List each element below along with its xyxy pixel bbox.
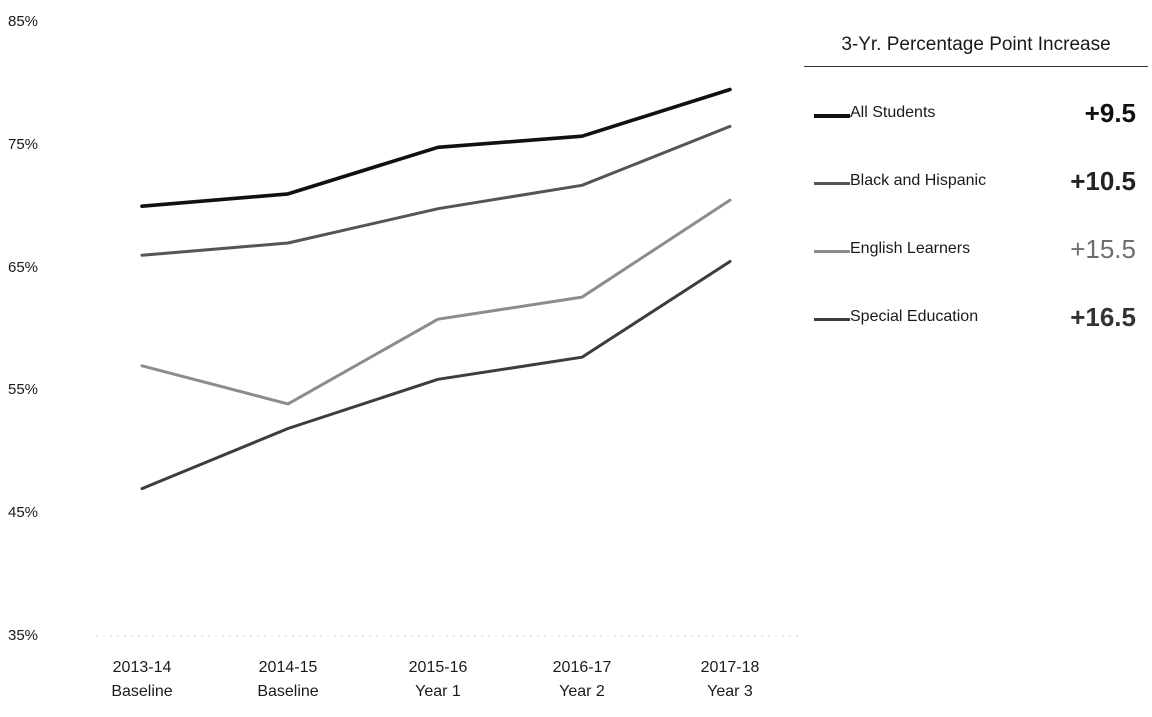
x-tick-label: 2013-14 Baseline <box>82 656 202 704</box>
series-line-black-and-hispanic <box>140 124 732 257</box>
x-tick-label-line: Baseline <box>257 683 319 700</box>
data-point <box>580 356 584 359</box>
data-point <box>436 207 440 210</box>
legend-label: Special Education <box>850 308 979 325</box>
data-point <box>140 254 144 257</box>
y-tick-label: 75% <box>8 135 39 153</box>
x-tick-label-line: 2016-17 <box>552 659 612 676</box>
legend-item-special-education: Special Education +16.5 <box>814 300 1144 340</box>
data-point <box>140 364 144 367</box>
legend-value: +16.5 <box>1070 302 1136 332</box>
data-point <box>436 146 440 149</box>
x-tick-label-line: Year 2 <box>559 683 605 700</box>
series-line-all-students <box>140 87 732 208</box>
x-tick-label-line: 2015-16 <box>408 659 468 676</box>
x-tick-label-line: 2017-18 <box>700 659 760 676</box>
legend-item-english-learners: English Learners +15.5 <box>814 232 1144 272</box>
legend-label: All Students <box>850 104 936 121</box>
x-tick-label: 2016-17 Year 2 <box>522 656 642 704</box>
x-tick-label-line: Year 3 <box>707 683 753 700</box>
x-tick-label: 2015-16 Year 1 <box>378 656 498 704</box>
x-tick-label: 2014-15 Baseline <box>228 656 348 704</box>
data-point <box>140 205 144 208</box>
data-point <box>140 487 144 490</box>
data-point <box>580 135 584 138</box>
x-tick-label-line: Year 1 <box>415 683 461 700</box>
legend-value: +10.5 <box>1070 166 1136 196</box>
data-point <box>580 295 584 299</box>
legend-item-black-and-hispanic: Black and Hispanic +10.5 <box>814 164 1144 204</box>
legend-swatch <box>814 318 850 321</box>
y-tick-label: 85% <box>8 13 39 30</box>
legend-swatch <box>814 182 850 185</box>
series-line-english-learners <box>140 198 732 406</box>
data-point <box>286 241 290 245</box>
legend-label: English Learners <box>850 240 971 257</box>
x-tick-label-line: 2013-14 <box>112 659 172 676</box>
legend-value: +9.5 <box>1084 98 1136 128</box>
data-point <box>728 88 732 91</box>
legend-title: 3-Yr. Percentage Point Increase <box>804 34 1148 67</box>
legend-label: Black and Hispanic <box>850 172 987 189</box>
data-point <box>728 198 732 202</box>
data-point <box>436 318 440 321</box>
data-point <box>286 192 290 196</box>
legend-item-all-students: All Students +9.5 <box>814 96 1144 136</box>
y-tick-label: 45% <box>8 504 39 522</box>
series-line-special-education <box>140 260 732 491</box>
legend-swatch <box>814 250 850 253</box>
x-tick-label-line: 2014-15 <box>258 659 318 676</box>
data-point <box>286 427 290 430</box>
y-tick-label: 35% <box>8 627 39 644</box>
legend-swatch <box>814 114 850 118</box>
x-tick-label-line: Baseline <box>111 683 173 700</box>
y-tick-label: 55% <box>8 381 39 399</box>
y-tick-label: 65% <box>8 258 39 276</box>
data-point <box>286 402 290 406</box>
legend-value: +15.5 <box>1070 234 1136 264</box>
data-point <box>728 125 732 128</box>
data-point <box>728 260 732 263</box>
x-tick-label: 2017-18 Year 3 <box>670 656 790 704</box>
data-point <box>436 378 440 381</box>
data-point <box>580 184 584 187</box>
